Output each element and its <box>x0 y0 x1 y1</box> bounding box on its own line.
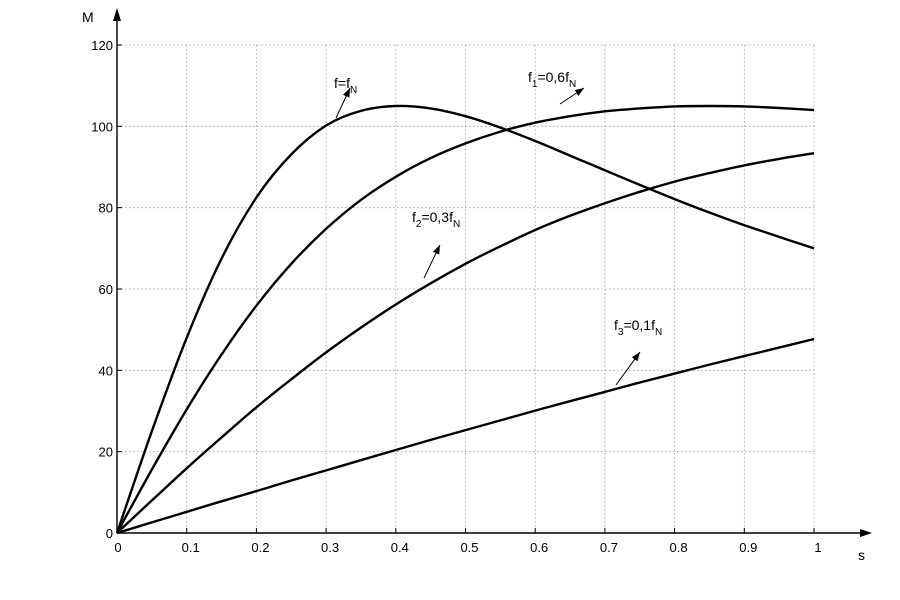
x-tick-label: 0.6 <box>530 540 548 555</box>
x-tick-label: 1 <box>814 540 821 555</box>
curve-f2-0-3fn <box>116 152 815 534</box>
curve-label: f=fN <box>334 75 357 96</box>
y-axis-label: M <box>82 9 94 25</box>
x-tick-label: 0.5 <box>460 540 478 555</box>
axes <box>113 8 872 537</box>
curve-label: f3=0,1fN <box>614 317 662 338</box>
x-tick-label: 0.1 <box>182 540 200 555</box>
grid <box>117 44 815 533</box>
y-axis-arrow-icon <box>113 8 121 21</box>
label-arrowhead-icon <box>574 88 584 96</box>
y-tick-label: 0 <box>106 526 113 541</box>
x-tick-label: 0.2 <box>251 540 269 555</box>
x-axis-arrow-icon <box>860 529 872 537</box>
x-tick-label: 0.9 <box>739 540 757 555</box>
curve-label: f2=0,3fN <box>412 209 460 230</box>
x-axis-label: s <box>858 547 865 563</box>
curve-f-fn <box>115 104 815 534</box>
y-tick-label: 100 <box>91 119 113 134</box>
curve-label: f1=0,6fN <box>528 69 576 90</box>
x-tick-label: 0.7 <box>600 540 618 555</box>
y-tick-label: 80 <box>99 201 113 216</box>
curve-labels: f=fN f1=0,6fN f2=0,3fN f3=0,1fN <box>334 69 662 386</box>
label-arrowhead-icon <box>432 245 440 255</box>
x-tick-label: 0.4 <box>391 540 409 555</box>
y-tick-label: 20 <box>99 445 113 460</box>
x-tick-label: 0.8 <box>670 540 688 555</box>
label-arrowhead-icon <box>631 352 640 362</box>
y-tick-label: 120 <box>91 38 113 53</box>
x-tick-label: 0 <box>114 540 121 555</box>
x-tick-label: 0.3 <box>321 540 339 555</box>
curves <box>115 104 815 535</box>
curve-f3-0-1fn <box>116 337 815 535</box>
y-tick-label: 60 <box>99 282 113 297</box>
y-tick-label: 40 <box>99 363 113 378</box>
label-arrowhead-icon <box>343 88 350 98</box>
tick-labels: 0 0.1 0.2 0.3 0.4 0.5 0.6 0.7 0.8 0.9 1 0 20 40 60 80 10… <box>91 38 821 555</box>
curve-f1-0-6fn <box>115 104 815 534</box>
